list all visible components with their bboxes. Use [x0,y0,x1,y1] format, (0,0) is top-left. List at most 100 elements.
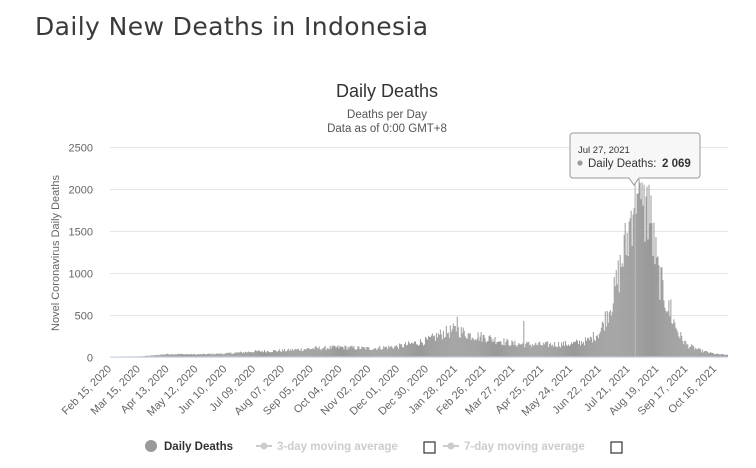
bar[interactable] [265,351,266,357]
bar[interactable] [328,349,330,357]
bar[interactable] [707,351,709,357]
bar[interactable] [338,348,340,357]
bar[interactable] [439,329,441,357]
bar[interactable] [585,340,587,357]
bar[interactable] [273,350,275,357]
bar[interactable] [714,354,716,357]
bar[interactable] [322,348,324,357]
bar[interactable] [405,342,407,357]
bar[interactable] [467,333,469,357]
bar[interactable] [327,348,329,357]
legend-3day-checkbox[interactable] [423,441,436,454]
bar[interactable] [572,343,573,357]
bar[interactable] [516,346,518,357]
bar[interactable] [677,332,679,357]
bar[interactable] [536,344,538,357]
bar[interactable] [340,346,342,357]
bar[interactable] [385,346,387,357]
bar[interactable] [514,340,516,357]
bar[interactable] [579,345,581,357]
bar[interactable] [484,338,486,357]
bar[interactable] [628,221,630,357]
bar[interactable] [274,350,276,357]
bar[interactable] [278,349,280,357]
bar[interactable] [626,232,628,357]
bar[interactable] [312,348,314,357]
bar[interactable] [303,349,305,357]
bar[interactable] [462,327,464,357]
bar[interactable] [424,336,426,357]
bar[interactable] [692,345,694,357]
bar[interactable] [658,265,660,357]
bar[interactable] [610,315,612,357]
bar[interactable] [150,355,152,357]
bar[interactable] [320,350,322,357]
bar[interactable] [642,205,644,357]
bar[interactable] [566,344,568,357]
bar[interactable] [235,352,237,357]
bar[interactable] [234,352,236,357]
bar[interactable] [548,347,550,357]
bar[interactable] [289,349,291,357]
bar[interactable] [499,341,501,357]
bar[interactable] [507,340,509,357]
bar[interactable] [523,320,525,357]
bar[interactable] [194,354,196,357]
bar[interactable] [207,353,209,357]
bar[interactable] [712,352,714,357]
bar[interactable] [432,336,434,357]
bar[interactable] [153,355,155,357]
bar[interactable] [681,335,683,357]
bar[interactable] [621,263,623,357]
bar[interactable] [698,347,700,357]
bar[interactable] [538,342,540,357]
bar[interactable] [406,345,408,357]
bar[interactable] [607,322,609,357]
bar[interactable] [196,354,198,357]
bar[interactable] [716,353,718,357]
bar[interactable] [598,333,600,357]
bar[interactable] [187,354,189,357]
bar[interactable] [649,223,651,357]
bar[interactable] [699,348,701,357]
bar[interactable] [518,343,520,357]
bar[interactable] [429,337,431,357]
bar[interactable] [319,349,321,357]
bar[interactable] [659,299,661,357]
bar[interactable] [190,353,192,357]
bar[interactable] [271,352,273,357]
bar[interactable] [393,348,395,357]
bar[interactable] [646,186,648,357]
bar[interactable] [217,354,219,357]
bar[interactable] [557,346,559,357]
bar[interactable] [662,280,664,357]
bar[interactable] [430,335,432,357]
bar[interactable] [209,353,211,357]
bar[interactable] [445,325,447,357]
bar[interactable] [446,333,448,357]
bar[interactable] [275,351,277,357]
bar[interactable] [535,342,537,357]
bar[interactable] [248,351,250,357]
bar[interactable] [329,345,331,357]
bar[interactable] [711,352,713,357]
bar[interactable] [308,348,310,357]
bar[interactable] [227,352,229,357]
bar[interactable] [397,346,399,357]
bar[interactable] [571,342,573,357]
bar[interactable] [325,350,327,357]
bar[interactable] [493,341,495,357]
bar[interactable] [404,344,406,357]
bar[interactable] [486,341,488,357]
bar[interactable] [408,341,410,357]
bar[interactable] [299,350,301,357]
bar[interactable] [689,347,691,357]
bar[interactable] [149,355,151,357]
bar[interactable] [501,344,503,357]
bar[interactable] [434,340,436,357]
bar[interactable] [652,256,654,357]
bar[interactable] [492,339,494,357]
bar[interactable] [606,310,608,357]
bar[interactable] [724,354,726,357]
bar[interactable] [145,355,147,357]
